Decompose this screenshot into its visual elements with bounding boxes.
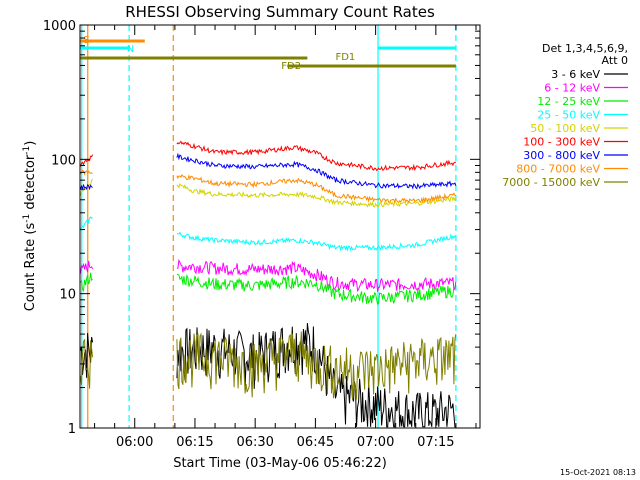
x-axis-label: Start Time (03-May-06 05:46:22) — [173, 456, 387, 471]
y-tick-label: 1 — [68, 422, 76, 437]
x-tick-label: 06:15 — [176, 435, 213, 450]
series-6-segment-2 — [176, 140, 457, 172]
plot-frame — [79, 24, 481, 429]
series-9-segment-2 — [176, 331, 457, 400]
series-3-line — [80, 272, 457, 305]
x-tick-label: 06:00 — [116, 435, 153, 450]
legend-label-6: 100 - 300 keV — [523, 136, 600, 149]
y-tick-label: 1000 — [43, 19, 76, 34]
series-6-segment-1 — [80, 154, 94, 167]
series-2-line — [80, 258, 457, 293]
flag-label-n: N — [127, 44, 134, 55]
flag-label-s: S — [83, 35, 89, 46]
series-9-line — [80, 331, 457, 400]
series-1-segment-2 — [176, 323, 456, 428]
series-2-segment-2 — [176, 258, 457, 293]
y-tick-label: 100 — [51, 153, 76, 168]
legend-header-line-1: Det 1,3,4,5,6,9, — [542, 42, 628, 55]
x-tick-label: 07:00 — [357, 435, 394, 450]
footer-timestamp: 15-Oct-2021 08:13 — [560, 468, 636, 477]
chart-title: RHESSI Observing Summary Count Rates — [125, 3, 435, 21]
legend-label-7: 300 - 800 keV — [523, 149, 600, 162]
series-9-segment-1 — [80, 339, 94, 389]
series-4-segment-1 — [80, 216, 93, 231]
series-4-line — [80, 216, 457, 252]
series-8-segment-2 — [176, 173, 457, 205]
x-tick-label: 07:15 — [417, 435, 454, 450]
series-7-line — [80, 152, 457, 191]
series-7-segment-2 — [176, 152, 457, 190]
legend-label-2: 6 - 12 keV — [544, 82, 600, 95]
series-6-line — [80, 140, 457, 172]
x-axis-ticks: 06:00 06:15 06:30 06:45 07:00 07:15 — [94, 25, 477, 450]
legend-label-3: 12 - 25 keV — [537, 95, 600, 108]
x-tick-label: 06:30 — [236, 435, 273, 450]
flag-label-fd1: FD1 — [335, 52, 355, 63]
series-3-segment-1 — [80, 272, 93, 293]
legend-label-8: 800 - 7000 keV — [516, 163, 600, 176]
flag-label-fd2: FD2 — [281, 61, 301, 72]
x-tick-label: 06:45 — [297, 435, 334, 450]
series-5-line — [80, 178, 457, 208]
series-4-segment-2 — [176, 231, 457, 252]
y-axis-ticks: 1 10 100 1000 — [43, 19, 480, 437]
legend-label-5: 50 - 100 keV — [530, 122, 600, 135]
series-3-segment-2 — [176, 273, 457, 305]
legend-label-1: 3 - 6 keV — [551, 68, 600, 81]
legend-header-line-2: Att 0 — [602, 54, 628, 67]
series-8-line — [80, 169, 457, 205]
y-axis-label: Count Rate (s-1 detector-1) — [22, 141, 38, 312]
y-tick-label: 10 — [59, 288, 76, 303]
plot-content: S N FD1 FD2 — [80, 25, 457, 428]
series-5-segment-2 — [176, 182, 457, 208]
series-8-segment-1 — [80, 169, 93, 176]
series-2-segment-1 — [80, 260, 94, 274]
series-1-line — [80, 323, 456, 428]
legend-label-4: 25 - 50 keV — [537, 109, 600, 122]
legend-label-9: 7000 - 15000 keV — [502, 176, 600, 189]
